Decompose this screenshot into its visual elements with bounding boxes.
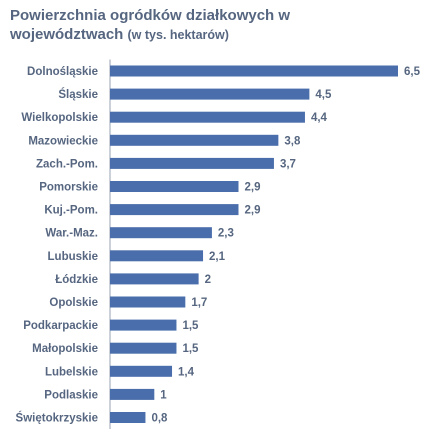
value-label: 2,3 xyxy=(218,228,234,240)
bar xyxy=(110,319,177,331)
category-label: Świętokrzyskie xyxy=(16,412,98,425)
category-label: Pomorskie xyxy=(39,182,98,194)
value-label: 0,8 xyxy=(151,413,168,425)
bar xyxy=(110,273,199,285)
value-label: 2,9 xyxy=(244,182,260,194)
category-label: Lubuskie xyxy=(48,251,98,263)
value-label: 6,5 xyxy=(404,66,421,78)
value-label: 1 xyxy=(160,389,167,401)
bar xyxy=(110,157,274,169)
value-label: 1,7 xyxy=(191,297,207,309)
category-label: Zach.-Pom. xyxy=(36,158,98,170)
bar xyxy=(110,204,239,216)
category-label: Opolskie xyxy=(49,297,98,309)
value-label: 2,9 xyxy=(244,205,260,217)
value-label: 3,7 xyxy=(280,158,296,170)
category-label: Mazowieckie xyxy=(28,135,98,147)
category-label: Lubelskie xyxy=(45,366,98,378)
value-label: 1,4 xyxy=(178,366,195,378)
chart-title-main: Powierzchnia ogródków działkowych w xyxy=(10,7,291,24)
bar xyxy=(110,342,177,354)
value-label: 1,5 xyxy=(182,320,199,332)
bar xyxy=(110,296,186,308)
value-label: 4,5 xyxy=(315,89,332,101)
chart-title-line2: województwach xyxy=(10,26,124,43)
bar xyxy=(110,88,310,100)
chart-title-unit: (w tys. hektarów) xyxy=(127,28,229,42)
bar xyxy=(110,227,212,239)
bar xyxy=(110,388,155,400)
bar xyxy=(110,134,279,146)
category-label: Dolnośląskie xyxy=(27,66,98,78)
bar xyxy=(110,181,239,192)
category-label: Podlaskie xyxy=(44,389,98,401)
chart-title: Powierzchnia ogródków działkowych w woje… xyxy=(10,6,420,45)
bar xyxy=(110,65,398,77)
bar xyxy=(110,365,173,377)
bar xyxy=(110,412,146,423)
category-label: War.-Maz. xyxy=(45,228,98,240)
value-label: 1,5 xyxy=(182,343,199,355)
value-label: 3,8 xyxy=(284,135,301,147)
bar xyxy=(110,250,204,262)
category-label: Małopolskie xyxy=(32,343,98,355)
category-label: Łódzkie xyxy=(55,274,98,286)
category-label: Kuj.-Pom. xyxy=(44,205,98,217)
bar xyxy=(110,111,305,123)
category-label: Śląskie xyxy=(58,88,98,101)
value-label: 2,1 xyxy=(209,251,226,263)
value-label: 4,4 xyxy=(311,112,328,124)
category-label: Wielkopolskie xyxy=(21,112,98,124)
value-label: 2 xyxy=(205,274,211,286)
category-label: Podkarpackie xyxy=(23,320,98,332)
